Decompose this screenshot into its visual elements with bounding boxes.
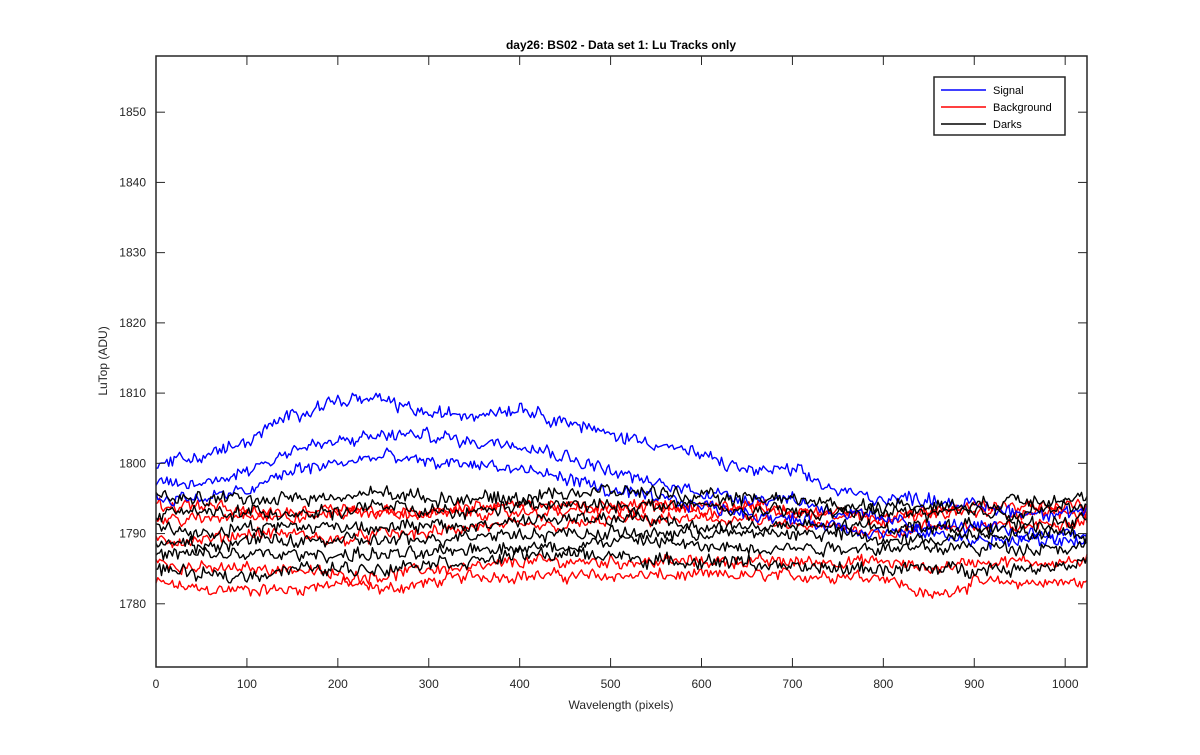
x-tick-label: 500 (601, 677, 621, 691)
x-axis: 0 100 200 300 400 500 600 700 800 900 1000 (153, 56, 1079, 691)
plot-area (155, 392, 1088, 599)
chart-title: day26: BS02 - Data set 1: Lu Tracks only (506, 38, 736, 52)
x-tick-label: 400 (510, 677, 530, 691)
series-line-signal-1 (155, 392, 1088, 522)
legend: Signal Background Darks (933, 76, 1066, 136)
x-tick-label: 700 (782, 677, 802, 691)
y-tick-label: 1780 (119, 597, 146, 611)
x-tick-label: 200 (328, 677, 348, 691)
x-tick-label: 100 (237, 677, 257, 691)
x-tick-label: 1000 (1052, 677, 1079, 691)
legend-label-darks: Darks (993, 119, 1022, 131)
series-line-darks-4 (155, 510, 1088, 540)
x-tick-label: 600 (691, 677, 711, 691)
series-line-background-1 (155, 567, 1088, 599)
series-line-darks-1 (155, 545, 1088, 584)
y-tick-label: 1830 (119, 246, 146, 260)
x-axis-label: Wavelength (pixels) (569, 698, 674, 712)
y-tick-label: 1810 (119, 386, 146, 400)
series-line-background-5 (155, 497, 1088, 526)
axes-box (155, 55, 1088, 668)
y-tick-label: 1820 (119, 316, 146, 330)
legend-box (933, 76, 1066, 136)
x-tick-label: 800 (873, 677, 893, 691)
y-tick-label: 1840 (119, 175, 146, 189)
series-line-darks-3 (155, 524, 1088, 554)
y-axis-label: LuTop (ADU) (96, 326, 110, 395)
series-line-signal-2 (155, 426, 1088, 545)
legend-label-signal: Signal (993, 85, 1024, 97)
y-tick-label: 1790 (119, 527, 146, 541)
x-tick-label: 900 (964, 677, 984, 691)
y-tick-label: 1800 (119, 456, 146, 470)
y-tick-label: 1850 (119, 105, 146, 119)
series-line-darks-2 (155, 533, 1088, 564)
legend-label-background: Background (993, 102, 1052, 114)
series-line-darks-6 (155, 484, 1088, 516)
x-tick-label: 300 (419, 677, 439, 691)
x-tick-label: 0 (153, 677, 160, 691)
y-axis: 1780 1790 1800 1810 1820 1830 1840 1850 (119, 105, 1087, 611)
